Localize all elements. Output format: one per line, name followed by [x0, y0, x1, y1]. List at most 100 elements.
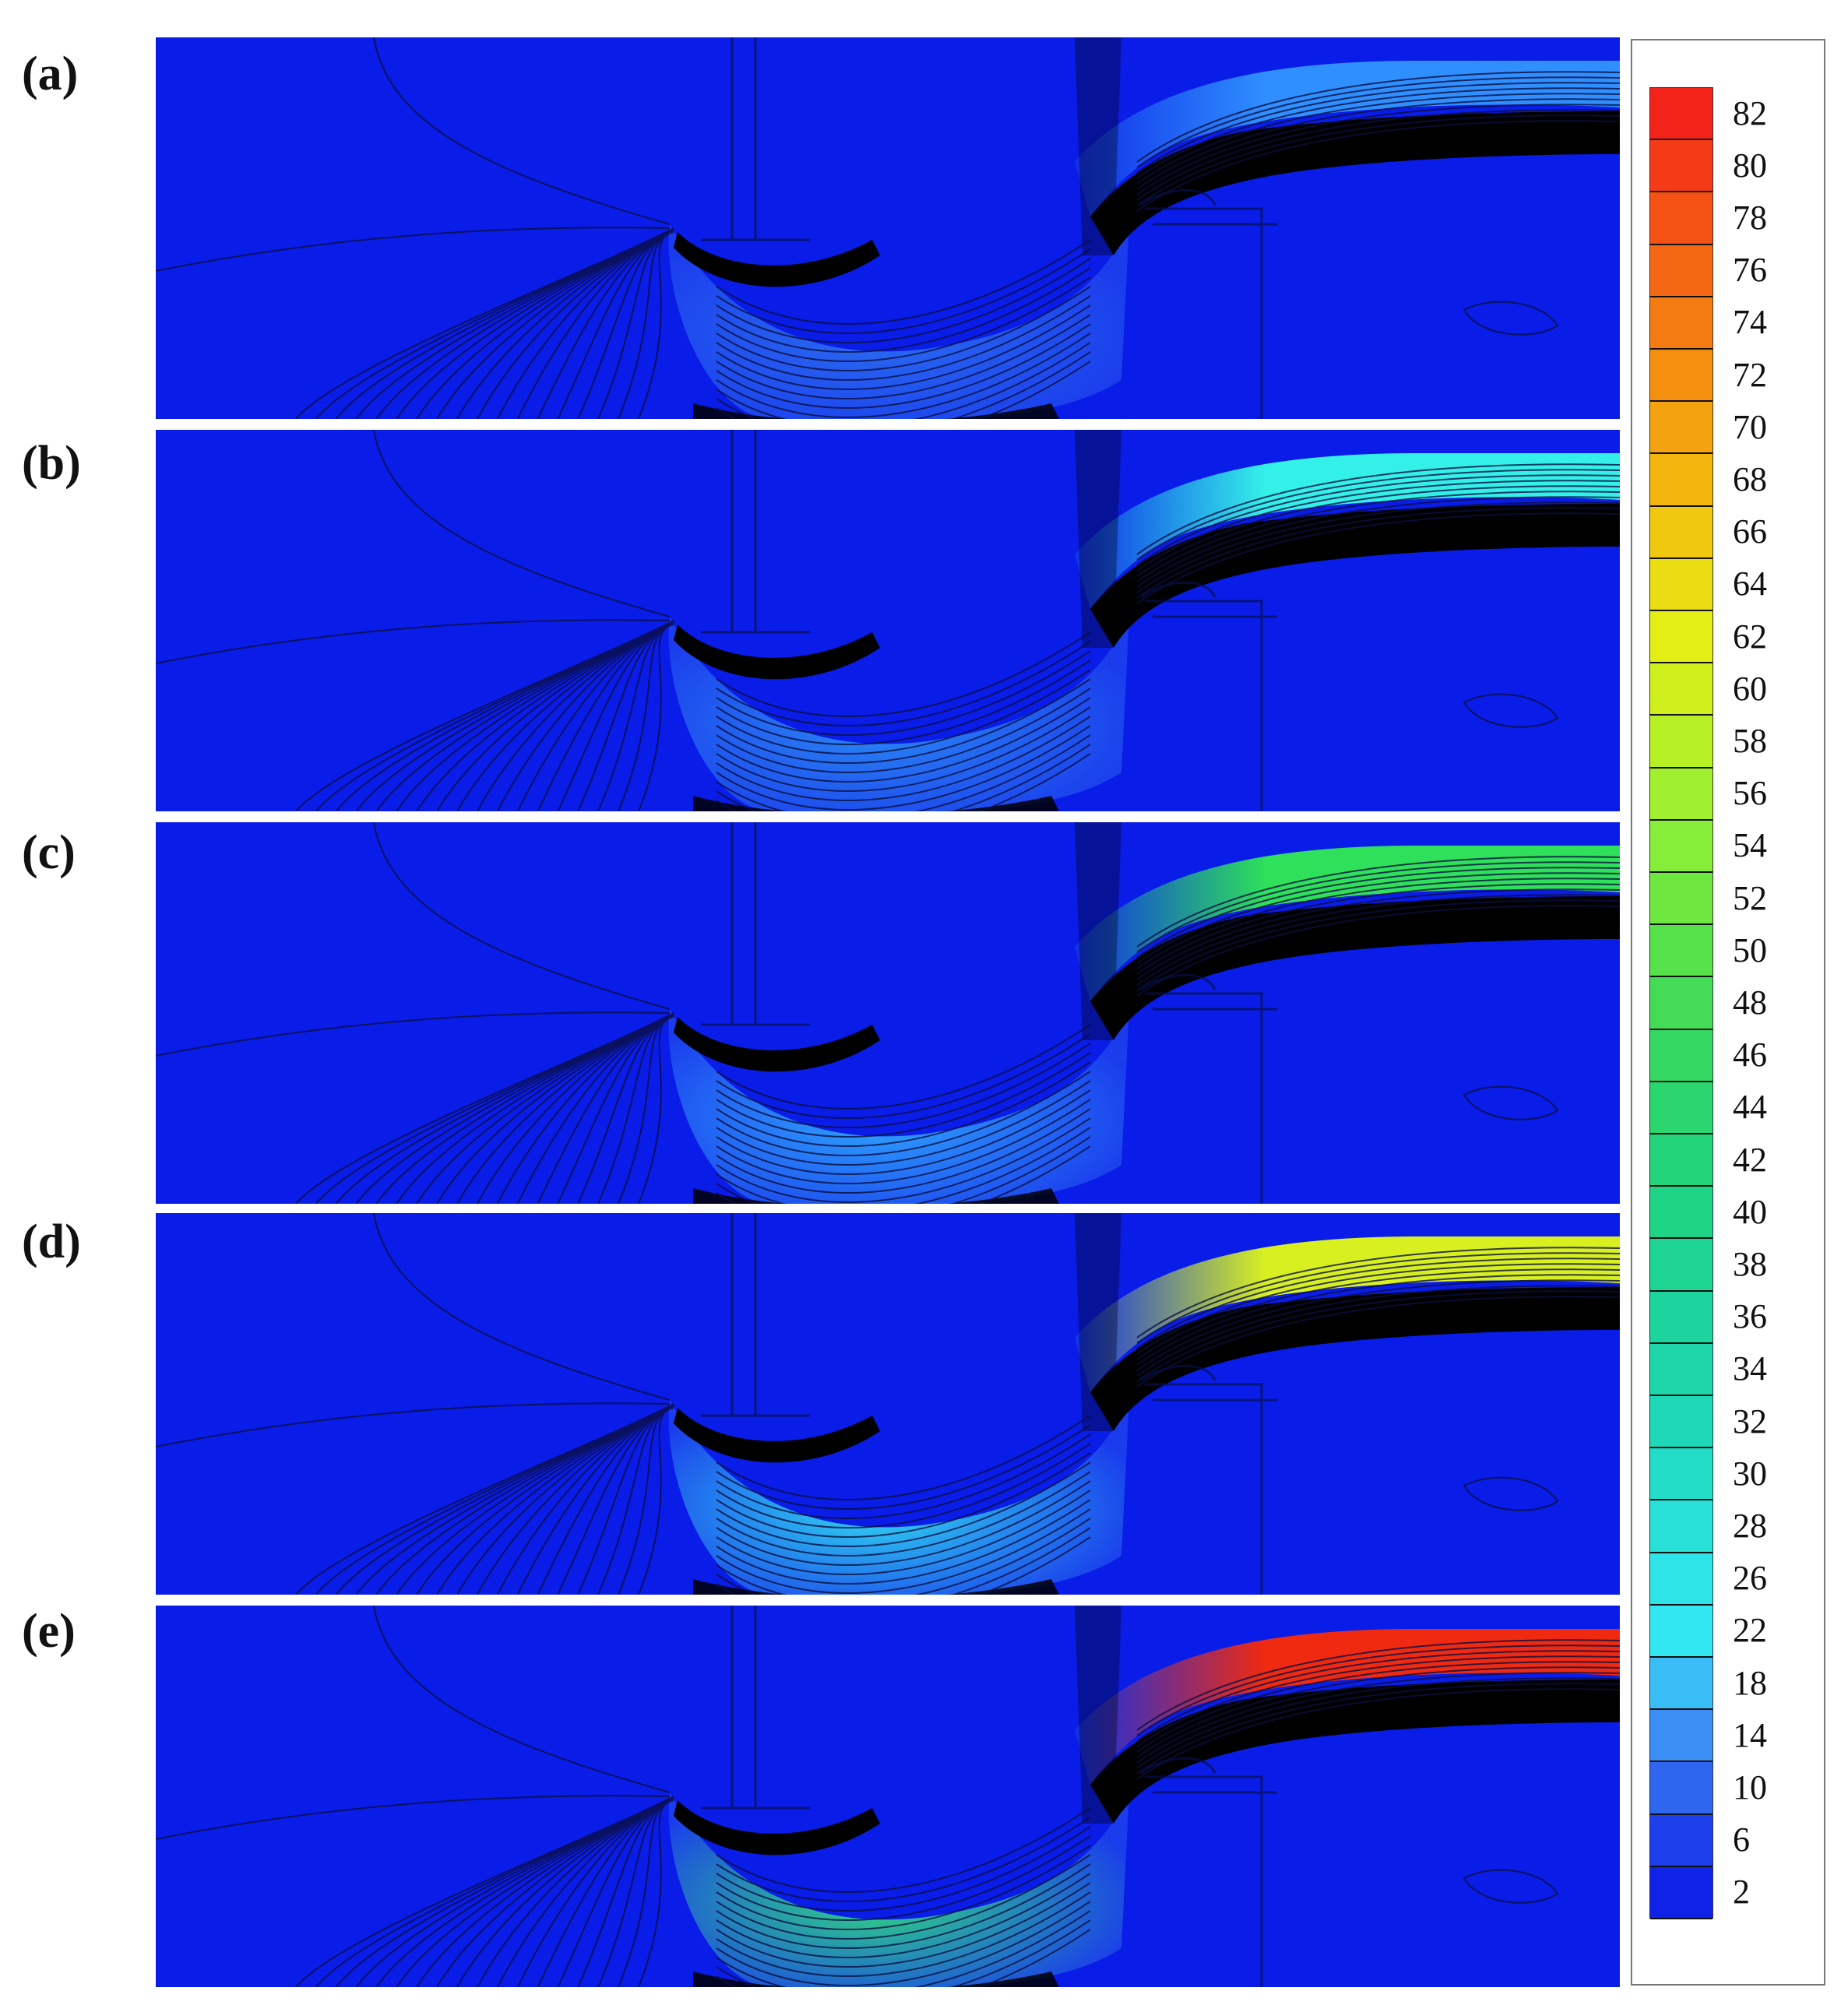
colorbar-segment: [1650, 1239, 1712, 1292]
colorbar-segment: [1650, 1658, 1712, 1711]
shear-band-bottom: [693, 1188, 1059, 1204]
colorbar-segment: [1650, 1814, 1712, 1867]
shear-band-bottom: [693, 1579, 1059, 1595]
geometry-lines: [701, 430, 1277, 811]
contour-lines: [156, 1606, 1620, 1987]
panel-label-d: (d): [22, 1215, 81, 1268]
geometry-lines: [701, 1606, 1277, 1987]
outlet-jet-field: [1075, 846, 1620, 1001]
geometry-lines: [701, 37, 1277, 419]
blade-crescent-black: [674, 624, 880, 680]
jet-wake-black: [1090, 1680, 1620, 1824]
colorbar-tick-label: 30: [1733, 1454, 1767, 1493]
panel-label-a: (a): [22, 47, 79, 100]
colorbar-tick-label: 6: [1733, 1820, 1750, 1859]
colorbar-tick-label: 32: [1733, 1402, 1767, 1440]
runner-passage-field: [668, 224, 1129, 419]
panel-label-c: (c): [22, 826, 76, 879]
colorbar-tick-label: 76: [1733, 251, 1767, 290]
contour-panel-d: [156, 1213, 1620, 1595]
geometry-lines: [701, 822, 1277, 1204]
jet-wake-black: [1090, 1287, 1620, 1431]
contour-lines: [156, 822, 1620, 1204]
colorbar-segment: [1650, 1710, 1712, 1763]
colorbar-segment: [1650, 977, 1712, 1030]
colorbar-tick-label: 10: [1733, 1768, 1767, 1806]
colorbar-segment: [1650, 1448, 1712, 1501]
colorbar-tick-label: 56: [1733, 774, 1767, 813]
colorbar-segment: [1650, 768, 1712, 821]
colorbar: [1649, 87, 1713, 1919]
runner-passage-field: [668, 617, 1129, 811]
colorbar-segment: [1650, 1396, 1712, 1449]
blade-crescent-black: [674, 1408, 880, 1463]
jet-wake-black: [1090, 896, 1620, 1040]
colorbar-tick-label: 52: [1733, 878, 1767, 917]
colorbar-segment: [1650, 1500, 1712, 1553]
shear-band-bottom: [693, 1972, 1059, 1987]
noise-band: [1075, 1606, 1121, 1824]
colorbar-tick-label: 42: [1733, 1140, 1767, 1179]
contour-lines: [156, 1213, 1620, 1595]
noise-band: [1075, 1213, 1121, 1431]
blade-crescent-black: [674, 1017, 880, 1072]
colorbar-tick-label: 58: [1733, 722, 1767, 760]
colorbar-segment: [1650, 1553, 1712, 1606]
colorbar-tick-label: 64: [1733, 565, 1767, 603]
colorbar-tick-label: 62: [1733, 617, 1767, 656]
contour-lines: [156, 430, 1620, 811]
colorbar-segment: [1650, 1291, 1712, 1344]
colorbar-segment: [1650, 454, 1712, 507]
colorbar-segment: [1650, 350, 1712, 403]
blade-crescent-black: [674, 1800, 880, 1856]
colorbar-tick-label: 2: [1733, 1873, 1750, 1912]
colorbar-segment: [1650, 140, 1712, 193]
noise-band: [1075, 430, 1121, 648]
colorbar-tick-label: 48: [1733, 983, 1767, 1022]
colorbar-tick-label: 40: [1733, 1192, 1767, 1231]
colorbar-segment: [1650, 402, 1712, 455]
colorbar-tick-label: 78: [1733, 199, 1767, 237]
colorbar-segment: [1650, 873, 1712, 926]
panel-label-b: (b): [22, 437, 81, 490]
shear-band-bottom: [693, 403, 1059, 419]
colorbar-segment: [1650, 192, 1712, 245]
colorbar-tick-label: 82: [1733, 93, 1767, 132]
runner-passage-field: [668, 1009, 1129, 1204]
colorbar-tick-label: 68: [1733, 460, 1767, 498]
geometry-lines: [701, 1213, 1277, 1595]
colorbar-tick-label: 70: [1733, 407, 1767, 446]
outlet-jet-field: [1075, 1236, 1620, 1392]
colorbar-segment: [1650, 506, 1712, 559]
colorbar-segment: [1650, 1866, 1712, 1919]
contour-lines: [156, 37, 1620, 419]
contour-panel-e: [156, 1606, 1620, 1987]
outlet-jet-field: [1075, 453, 1620, 609]
colorbar-segment: [1650, 611, 1712, 664]
colorbar-segment: [1650, 297, 1712, 350]
colorbar-tick-label: 46: [1733, 1036, 1767, 1075]
outlet-jet-field: [1075, 1629, 1620, 1785]
jet-wake-black: [1090, 111, 1620, 255]
colorbar-segment: [1650, 1343, 1712, 1396]
colorbar-segment: [1650, 558, 1712, 611]
colorbar-tick-label: 18: [1733, 1663, 1767, 1702]
contour-panel-c: [156, 822, 1620, 1204]
colorbar-tick-label: 44: [1733, 1088, 1767, 1127]
colorbar-tick-label: 28: [1733, 1507, 1767, 1545]
shear-band-bottom: [693, 796, 1059, 811]
colorbar-tick-label: 14: [1733, 1715, 1767, 1754]
colorbar-tick-label: 26: [1733, 1559, 1767, 1598]
colorbar-segment: [1650, 820, 1712, 873]
contour-panel-a: [156, 37, 1620, 419]
colorbar-segment: [1650, 244, 1712, 297]
colorbar-segment: [1650, 1134, 1712, 1187]
colorbar-tick-label: 54: [1733, 826, 1767, 865]
runner-passage-field: [668, 1400, 1129, 1595]
panel-label-e: (e): [22, 1605, 76, 1658]
colorbar-segment: [1650, 1762, 1712, 1815]
blade-crescent-black: [674, 232, 880, 287]
colorbar-tick-label: 34: [1733, 1349, 1767, 1388]
colorbar-tick-label: 36: [1733, 1297, 1767, 1336]
noise-band: [1075, 37, 1121, 255]
